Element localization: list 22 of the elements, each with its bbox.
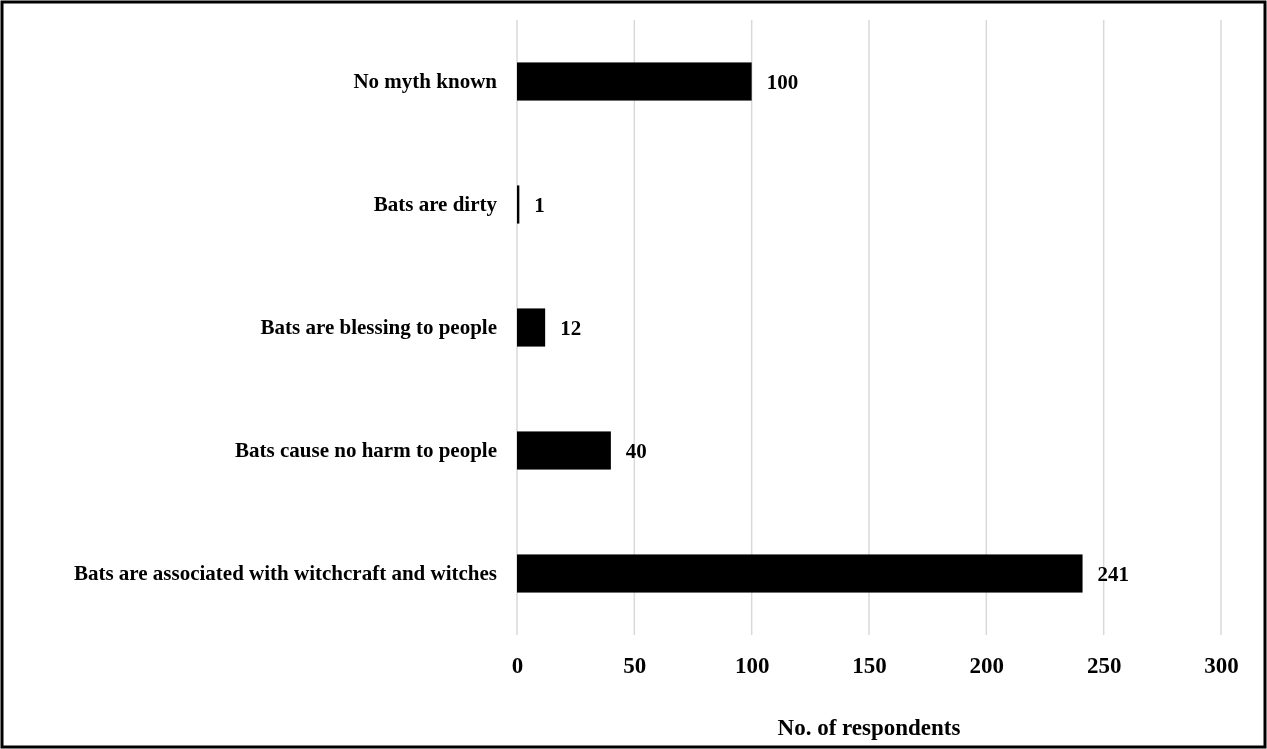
y-tick-label: No myth known (353, 69, 498, 94)
y-tick-label: Bats are dirty (373, 192, 498, 217)
data-label: 100 (766, 69, 799, 94)
x-tick-label: 50 (623, 653, 647, 679)
data-label: 12 (560, 315, 582, 340)
bar (517, 431, 611, 470)
bar (517, 308, 546, 347)
x-axis-title: No. of respondents (777, 715, 961, 740)
bar (517, 62, 752, 101)
x-tick-label: 250 (1086, 653, 1122, 679)
data-label: 40 (625, 438, 647, 463)
data-label: 1 (534, 192, 545, 217)
x-tick-label: 300 (1204, 653, 1239, 679)
y-tick-label: Bats are associated with witchcraft and witches (73, 561, 497, 586)
x-tick-label: 0 (511, 653, 524, 679)
y-tick-label: Bats cause no harm to people (235, 438, 497, 463)
x-tick-label: 200 (969, 653, 1005, 679)
x-tick-label: 100 (734, 653, 770, 679)
y-tick-label: Bats are blessing to people (260, 315, 497, 340)
data-label: 241 (1097, 561, 1130, 586)
bar (517, 554, 1083, 593)
x-tick-label: 150 (852, 653, 887, 679)
